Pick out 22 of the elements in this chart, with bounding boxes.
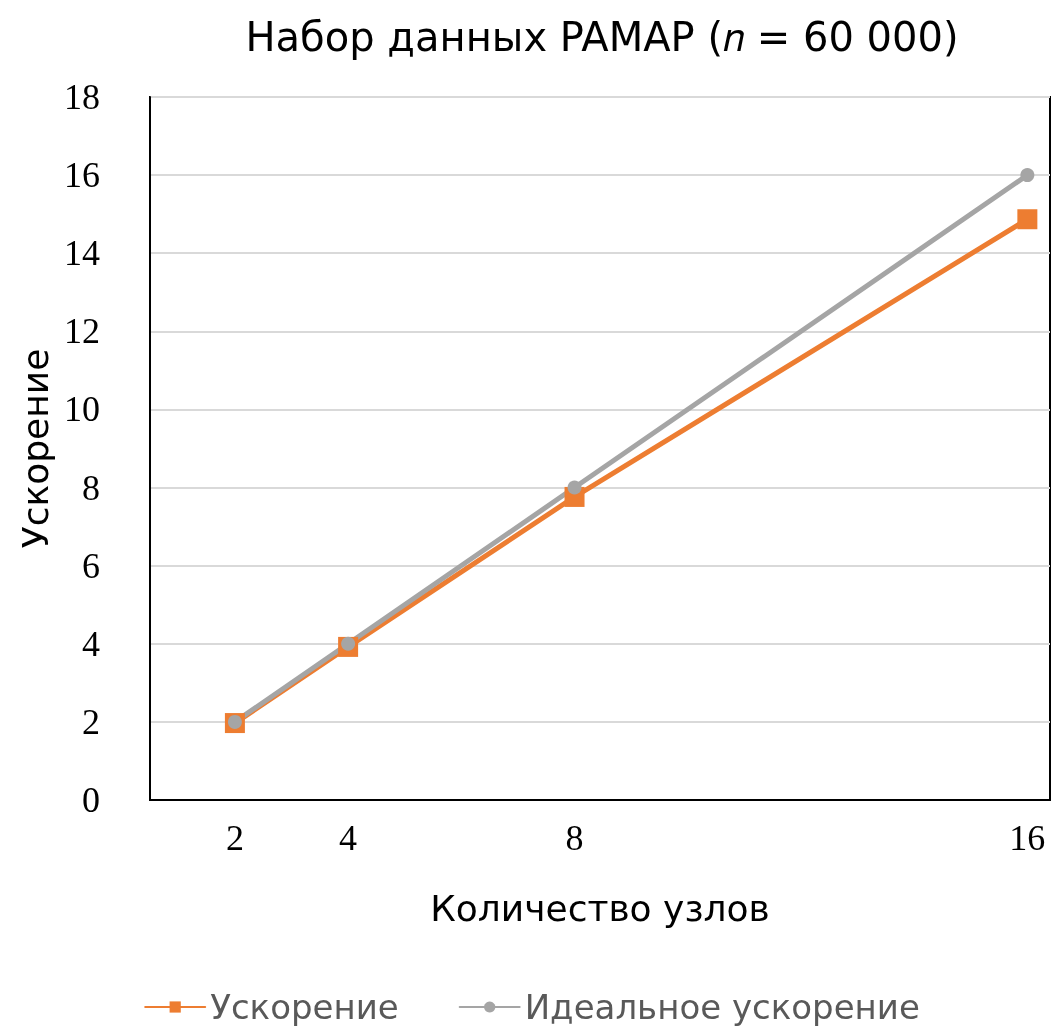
x-tick-label: 8 — [565, 818, 584, 858]
point — [567, 480, 582, 495]
y-tick-label: 4 — [82, 623, 100, 664]
y-tick-label: 6 — [82, 545, 100, 586]
point — [1017, 209, 1038, 230]
y-tick-label: 14 — [64, 233, 100, 274]
legend-label: Идеальное ускорение — [524, 987, 920, 1027]
y-tick-label: 10 — [64, 389, 100, 430]
x-tick-label: 16 — [1009, 818, 1046, 858]
x-axis-title: Количество узлов — [430, 887, 770, 929]
y-tick-label: 2 — [82, 701, 100, 742]
point — [1020, 168, 1035, 183]
x-tick-label: 4 — [339, 818, 358, 858]
y-tick-label: 16 — [64, 155, 100, 196]
y-tick-label: 0 — [82, 780, 100, 820]
y-tick-label: 12 — [64, 311, 100, 352]
y-tick-label: 8 — [82, 467, 100, 508]
y-tick-label: 18 — [64, 77, 100, 117]
chart-title: Набор данных PAMAP (𝑛 = 60 000) — [245, 14, 959, 60]
legend-label: Ускорение — [210, 987, 399, 1027]
y-axis-title: Ускорение — [14, 348, 56, 549]
x-tick-label: 2 — [225, 818, 244, 858]
